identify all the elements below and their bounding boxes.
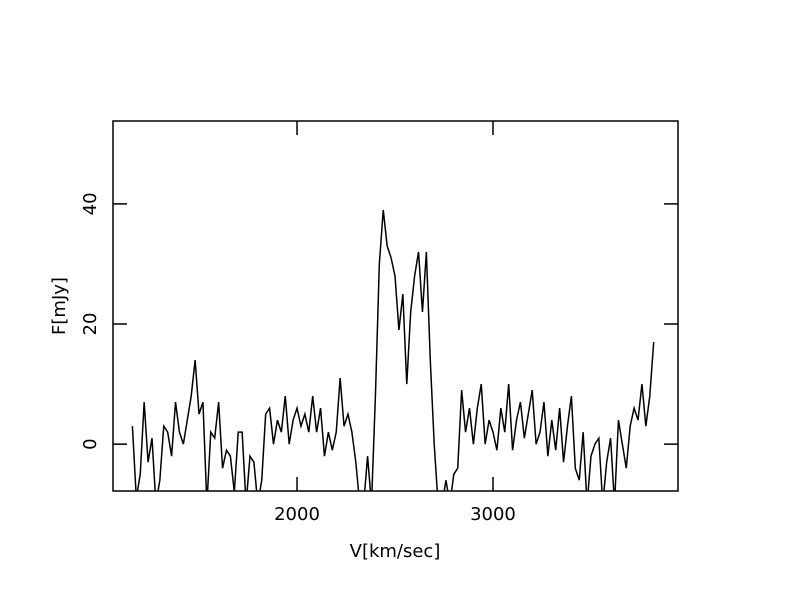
spectrum-line [131,209,655,491]
y-axis-label: F[mJy] [49,277,70,335]
x-tick-label: 2000 [274,504,320,525]
y-tick-label: 20 [80,313,101,336]
y-tick-label: 0 [80,438,101,449]
y-tick-label: 40 [80,192,101,215]
plot-frame [112,120,679,492]
x-tick-label: 3000 [470,504,516,525]
x-axis-label: V[km/sec] [350,541,441,562]
